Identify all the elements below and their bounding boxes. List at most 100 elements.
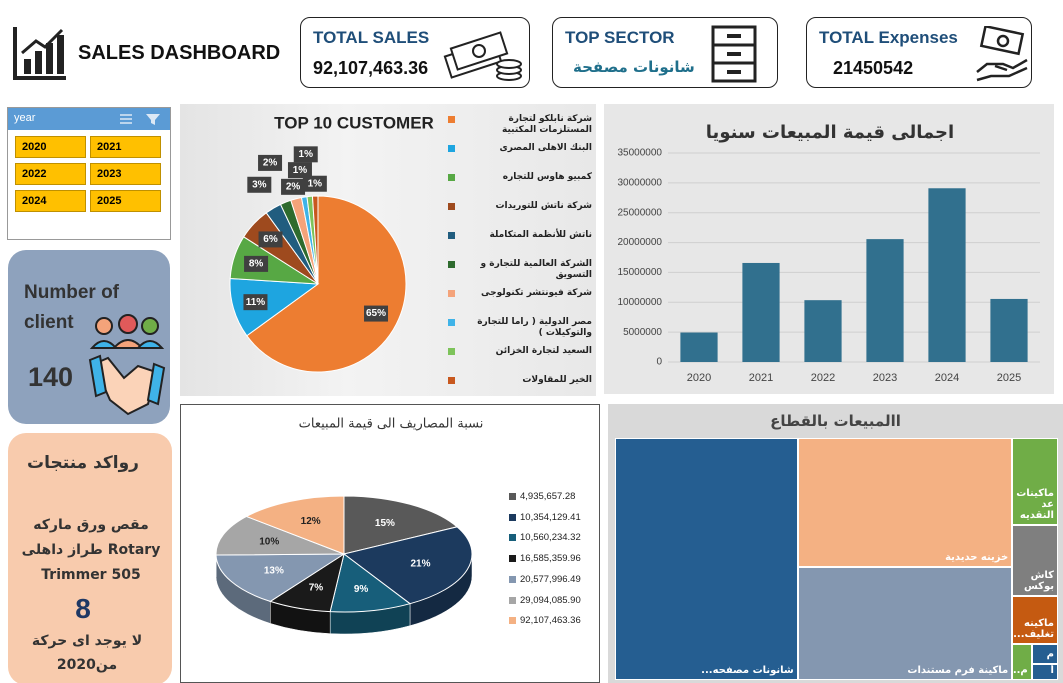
data-label: 13% xyxy=(264,565,284,576)
tile-label: خزينه حديدية xyxy=(945,551,1009,563)
pie-slice xyxy=(215,515,345,556)
slicer-button[interactable]: 2025 xyxy=(90,190,161,212)
legend-swatch xyxy=(509,596,516,604)
legend-item: 20,577,996.49 xyxy=(509,574,599,585)
legend-item: 92,107,463.36 xyxy=(509,615,599,626)
tile-label: أ xyxy=(1050,664,1054,676)
legend-swatch xyxy=(509,575,516,583)
client-count: 140 xyxy=(28,362,74,392)
treemap-tile: م xyxy=(1031,644,1058,665)
data-label: 3% xyxy=(252,179,267,190)
cabinet-icon xyxy=(711,25,757,83)
treemap-tile: أ xyxy=(1031,664,1058,680)
pie-slice xyxy=(311,195,319,285)
x-tick-label: 2025 xyxy=(997,372,1021,384)
legend-item: السعيد لتجارة الخزائن xyxy=(448,346,592,357)
y-tick-label: 30000000 xyxy=(618,177,663,188)
legend-label: 10,354,129.41 xyxy=(520,511,581,523)
slicer-button[interactable]: 2021 xyxy=(90,136,161,158)
chart-title: االمبيعات بالقطاع xyxy=(770,412,901,430)
slicer-button[interactable]: 2024 xyxy=(15,190,86,212)
legend-swatch xyxy=(448,290,455,297)
legend-item: 10,560,234.32 xyxy=(509,532,599,543)
y-tick-label: 20000000 xyxy=(618,237,663,248)
bar xyxy=(742,262,780,362)
slicer-title: year xyxy=(14,112,36,124)
data-label-box xyxy=(287,162,312,179)
tile-label: ماكينه تغليف... xyxy=(1013,618,1054,641)
data-label-box xyxy=(247,176,272,193)
x-tick-label: 2022 xyxy=(811,372,835,384)
bar xyxy=(680,332,718,362)
stagnant-product: مقص ورق ماركه Rotary طراز داهلى Trimmer … xyxy=(21,517,161,583)
legend-item: البنك الاهلى المصرى xyxy=(448,143,592,154)
pie-slice xyxy=(342,526,473,605)
y-tick-label: 35000000 xyxy=(618,148,663,159)
treemap-tile: شانونات مصفحه... xyxy=(615,438,798,680)
kpi-value: 21450542 xyxy=(833,58,914,78)
slicer-icons[interactable] xyxy=(116,111,166,127)
legend-label: 4,935,657.28 xyxy=(520,491,576,502)
chart-title: TOP 10 CUSTOMER xyxy=(274,113,434,132)
data-label: 65% xyxy=(366,308,386,319)
legend-swatch xyxy=(448,377,455,384)
data-label: 21% xyxy=(410,558,430,569)
treemap-tile: ماكينات عد النقديه xyxy=(1012,438,1058,525)
legend-swatch xyxy=(448,116,455,123)
stagnant-title: رواكد منتجات xyxy=(27,453,139,473)
slicer-button[interactable]: 2022 xyxy=(15,163,86,185)
treemap-tile: ماكينه تغليف... xyxy=(1012,595,1058,645)
tile-label: م... xyxy=(1012,664,1028,676)
slicer-button[interactable]: 2020 xyxy=(15,136,86,158)
bar xyxy=(804,300,842,362)
legend-swatch xyxy=(509,513,516,521)
data-label-box xyxy=(243,294,268,311)
legend-swatch xyxy=(448,319,455,326)
legend-swatch xyxy=(509,534,516,542)
data-label: 15% xyxy=(375,518,395,529)
legend-swatch xyxy=(509,555,516,563)
data-label: 10% xyxy=(259,537,279,548)
kpi-card: TOTAL Expenses 21450542 xyxy=(806,17,1032,88)
treemap-panel: االمبيعات بالقطاع شانونات مصفحه... خزينه … xyxy=(608,404,1063,683)
treemap-tile: ماكينة فرم مستندات xyxy=(797,566,1013,680)
legend-label: كمبيو هاوس للتجاره xyxy=(502,172,592,182)
data-label: 12% xyxy=(301,516,321,527)
tile-label: ماكينات عد النقديه xyxy=(1016,487,1054,521)
chart-title: اجمالى قيمة المبيعات سنويا xyxy=(706,122,954,143)
x-tick-label: 2023 xyxy=(873,372,897,384)
treemap: شانونات مصفحه... خزينه حديدية ماكينة فرم م… xyxy=(615,438,1058,680)
legend-swatch xyxy=(448,261,455,268)
legend-label: الخير للمقاولات xyxy=(522,375,592,385)
x-tick-label: 2021 xyxy=(749,372,773,384)
legend-label: شركة نابلكو لتجارة المستلزمات المكتبية xyxy=(502,114,592,135)
legend-item: 4,935,657.28 xyxy=(509,491,599,502)
slicer-button[interactable]: 2023 xyxy=(90,163,161,185)
people-icon xyxy=(88,314,166,416)
legend-label: شركة ناتش للتوريدات xyxy=(495,201,592,211)
kpi-value: 92,107,463.36 xyxy=(313,58,429,78)
data-label-box xyxy=(281,178,306,195)
x-tick-label: 2020 xyxy=(687,372,711,384)
y-tick-label: 5000000 xyxy=(623,327,662,338)
customer-pie-panel: TOP 10 CUSTOMER 65% 11% 8% 6% 3% 2% 2% 1% 1% 1% ش… xyxy=(180,104,596,396)
pie-slice xyxy=(343,495,459,555)
kpi-label: TOTAL Expenses xyxy=(819,28,958,47)
pie-slice xyxy=(246,195,407,373)
chart: TOP 10 CUSTOMER 65%11%8%6%3%2%2%1%1%1% xyxy=(229,113,434,373)
money-icon xyxy=(443,31,522,81)
pie-slice xyxy=(245,495,345,555)
hand-money-icon xyxy=(976,26,1028,82)
y-tick-label: 10000000 xyxy=(618,297,663,308)
tile-label: ماكينة فرم مستندات xyxy=(907,664,1009,676)
sales-bar-panel: اجمالى قيمة المبيعات سنويا 0 5000000 10000… xyxy=(604,104,1054,394)
tile-label: م xyxy=(1046,649,1054,661)
tile-label: شانونات مصفحه... xyxy=(701,665,794,676)
pie-slice xyxy=(215,553,346,602)
data-label-box xyxy=(293,146,318,163)
treemap-tile: خزينه حديدية xyxy=(797,438,1013,567)
stagnant-card: رواكد منتجات مقص ورق ماركه Rotary طراز د… xyxy=(8,433,172,683)
legend-label: 29,094,085.90 xyxy=(520,594,581,606)
data-label-box xyxy=(258,154,283,171)
bar xyxy=(866,239,904,362)
